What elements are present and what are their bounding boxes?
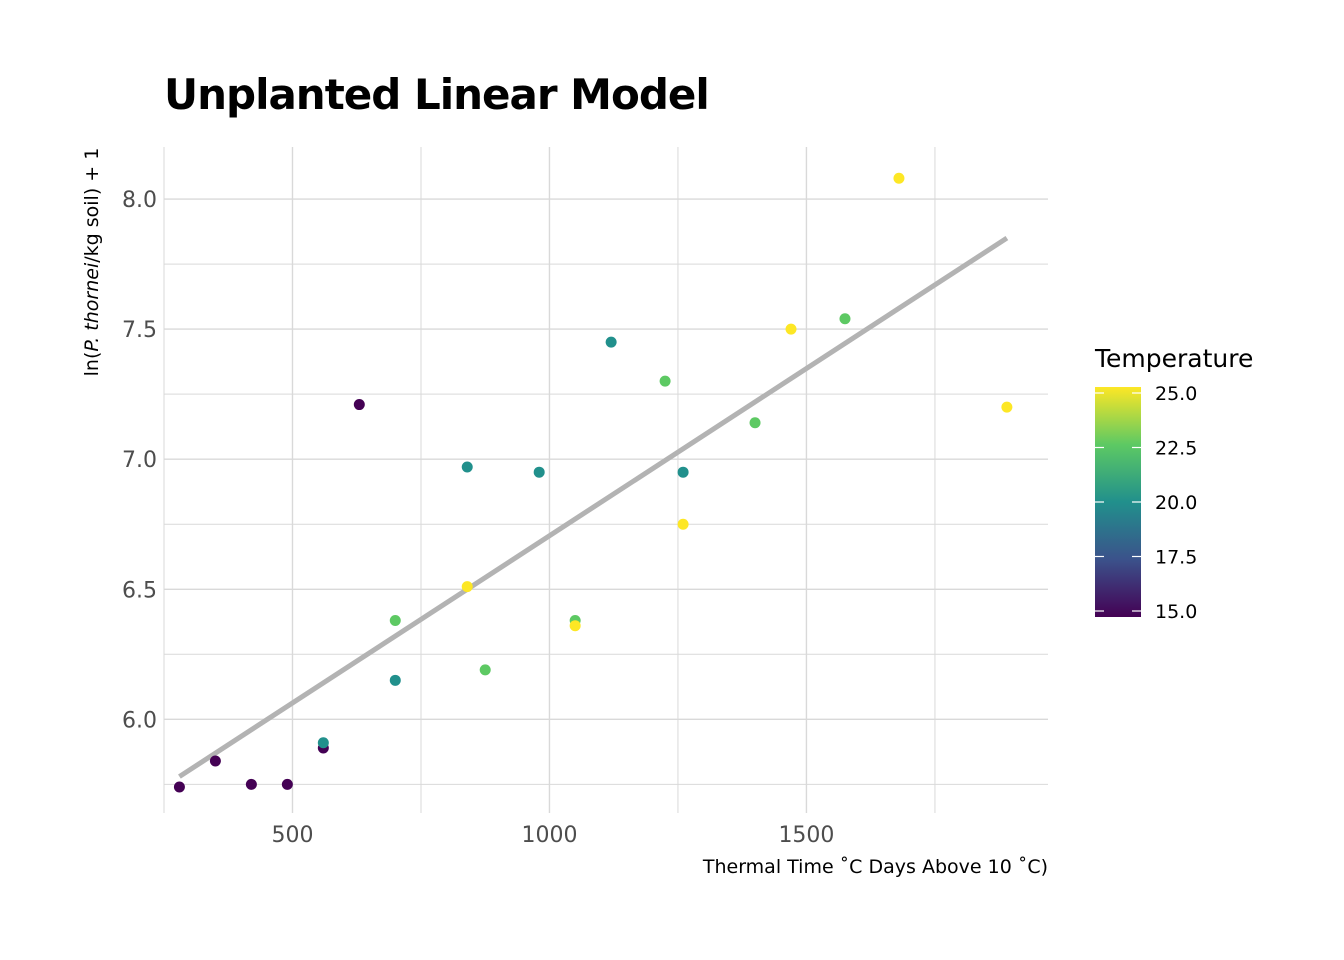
data-point (839, 313, 851, 325)
y-tick-label: 6.5 (122, 578, 157, 603)
y-tick-label: 8.0 (122, 188, 157, 213)
legend-break-label: 20.0 (1155, 492, 1197, 514)
data-point (785, 323, 797, 335)
y-axis-title-part-1: ln( (81, 352, 103, 377)
data-point (749, 417, 761, 429)
data-point (353, 399, 365, 411)
x-axis-title: Thermal Time ˚C Days Above 10 ˚C) (702, 856, 1048, 878)
regression-line (178, 235, 1009, 779)
legend-temperature: Temperature 15.0 17.5 20.0 22.5 25.0 (1094, 344, 1253, 623)
grid-lines (163, 147, 1048, 813)
y-tick-label: 7.5 (122, 318, 157, 343)
data-point (533, 466, 545, 478)
data-point (461, 461, 473, 473)
legend-break-label: 17.5 (1155, 547, 1197, 569)
data-point (389, 614, 401, 626)
data-point (281, 778, 293, 790)
y-tick-label: 7.0 (122, 448, 157, 473)
legend-break-label: 25.0 (1155, 383, 1197, 405)
y-axis-title: ln(P. thornei/kg soil) + 1 (81, 148, 103, 377)
y-axis-title-part-2: /kg soil) + 1 (81, 148, 103, 263)
y-tick-label: 6.0 (122, 708, 157, 733)
data-point (1001, 401, 1013, 413)
legend-title: Temperature (1094, 344, 1253, 373)
data-point (677, 518, 689, 530)
x-tick-label: 1000 (521, 823, 577, 848)
legend-break-label: 15.0 (1155, 601, 1197, 623)
x-tick-label: 1500 (778, 823, 834, 848)
data-point (893, 172, 905, 184)
data-point (677, 466, 689, 478)
legend-break-label: 22.5 (1155, 438, 1197, 460)
data-point (659, 375, 671, 387)
data-point (461, 581, 473, 593)
legend-ticks: 15.0 17.5 20.0 22.5 25.0 (1095, 383, 1197, 623)
chart-title: Unplanted Linear Model (164, 70, 710, 119)
y-axis-title-species: P. thornei (81, 262, 103, 352)
data-point (569, 620, 581, 632)
data-point (245, 778, 257, 790)
data-point (317, 737, 329, 749)
data-point (209, 755, 221, 767)
data-point (479, 664, 491, 676)
fit-line-layer (178, 235, 1009, 779)
data-point (173, 781, 185, 793)
data-points (173, 172, 1013, 793)
data-point (605, 336, 617, 348)
axis-labels: 500 1000 1500 6.0 6.5 7.0 7.5 8.0 (122, 188, 834, 848)
x-tick-label: 500 (271, 823, 313, 848)
data-point (389, 674, 401, 686)
